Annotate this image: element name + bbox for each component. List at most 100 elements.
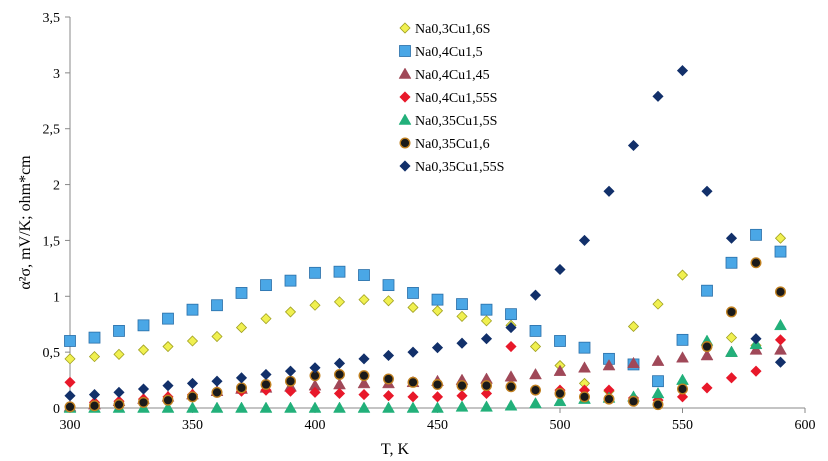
data-point bbox=[725, 232, 738, 244]
data-point bbox=[578, 361, 591, 373]
data-point bbox=[260, 279, 272, 292]
y-tick-label: 1 bbox=[53, 290, 60, 305]
data-point bbox=[357, 376, 371, 389]
data-point bbox=[774, 334, 787, 346]
legend-item: Na0,3Cu1,6S bbox=[399, 22, 490, 37]
data-point bbox=[137, 383, 150, 395]
data-point bbox=[88, 400, 100, 412]
legend-item: Na0,4Cu1,5 bbox=[399, 45, 483, 60]
data-point bbox=[64, 376, 76, 388]
data-point bbox=[505, 381, 517, 393]
data-point bbox=[455, 400, 469, 412]
y-tick-label: 3 bbox=[53, 67, 60, 82]
data-point bbox=[651, 386, 665, 399]
data-point bbox=[603, 185, 615, 197]
data-point bbox=[431, 293, 444, 306]
data-point bbox=[137, 396, 149, 408]
data-point bbox=[554, 335, 566, 347]
data-point bbox=[481, 380, 493, 392]
data-point bbox=[480, 315, 493, 327]
data-point bbox=[407, 287, 419, 299]
data-point bbox=[308, 401, 322, 413]
data-point bbox=[774, 356, 787, 368]
data-point bbox=[309, 266, 321, 279]
x-tick-label: 550 bbox=[672, 418, 693, 433]
data-point bbox=[505, 322, 517, 334]
data-point bbox=[676, 65, 689, 77]
data-point bbox=[382, 401, 395, 413]
data-point bbox=[309, 386, 321, 398]
data-point bbox=[480, 387, 493, 400]
data-point bbox=[358, 294, 370, 306]
data-point bbox=[676, 351, 689, 363]
data-point bbox=[750, 365, 762, 377]
data-point bbox=[603, 393, 615, 405]
data-point bbox=[64, 335, 76, 347]
data-point bbox=[382, 390, 395, 402]
data-point bbox=[186, 377, 199, 389]
data-point bbox=[137, 344, 150, 356]
data-point bbox=[602, 359, 616, 371]
data-point bbox=[529, 397, 542, 409]
y-tick-labels: 0 0,5 1 1,5 2 2,5 3 3,5 bbox=[43, 11, 70, 417]
legend-label: Na0,35Cu1,5S bbox=[415, 114, 497, 129]
data-point bbox=[309, 299, 321, 311]
data-point bbox=[456, 298, 468, 311]
data-point bbox=[774, 343, 787, 355]
x-axis-label: T, K bbox=[381, 441, 410, 458]
data-point bbox=[64, 390, 76, 402]
data-point bbox=[407, 346, 419, 358]
data-point bbox=[113, 325, 125, 337]
data-point bbox=[480, 303, 493, 316]
data-point bbox=[284, 274, 297, 287]
data-point bbox=[211, 299, 223, 312]
data-point bbox=[676, 391, 689, 403]
data-point bbox=[627, 320, 640, 333]
data-point bbox=[64, 401, 76, 413]
data-point bbox=[553, 364, 567, 376]
data-point bbox=[161, 401, 175, 413]
legend-item: Na0,4Cu1,45 bbox=[398, 67, 490, 83]
data-point bbox=[432, 379, 444, 391]
legend: Na0,3Cu1,6S Na0,4Cu1,5 Na0,4Cu1,45 Na0,4Cu1… bbox=[398, 22, 504, 175]
data-point bbox=[333, 401, 346, 413]
data-point bbox=[162, 340, 174, 353]
data-point bbox=[186, 303, 199, 316]
data-point bbox=[285, 375, 297, 387]
data-point bbox=[210, 401, 224, 413]
data-point bbox=[259, 401, 273, 413]
data-point bbox=[701, 185, 713, 197]
y-tick-label: 3,5 bbox=[43, 11, 61, 26]
legend-label: Na0,4Cu1,5 bbox=[415, 45, 483, 60]
data-point bbox=[627, 356, 640, 369]
data-point bbox=[628, 395, 640, 407]
data-point bbox=[456, 310, 468, 322]
data-point bbox=[88, 331, 101, 344]
x-tick-labels: 300 350 400 450 500 550 600 bbox=[60, 408, 816, 433]
legend-marker bbox=[398, 67, 412, 79]
data-point bbox=[480, 333, 493, 345]
data-point bbox=[382, 295, 395, 307]
data-point bbox=[774, 318, 787, 331]
data-point bbox=[406, 401, 420, 413]
data-point bbox=[260, 313, 272, 325]
data-point bbox=[578, 341, 591, 354]
data-point bbox=[333, 357, 346, 369]
data-point bbox=[358, 269, 370, 281]
data-point bbox=[162, 380, 174, 392]
data-point bbox=[701, 341, 713, 353]
legend-marker bbox=[399, 91, 411, 103]
data-point bbox=[701, 382, 713, 394]
data-point bbox=[333, 387, 346, 400]
data-point bbox=[676, 269, 689, 281]
data-point bbox=[529, 289, 542, 301]
data-point bbox=[407, 376, 419, 388]
data-point bbox=[505, 340, 517, 353]
data-point bbox=[235, 382, 247, 394]
y-tick-label: 2,5 bbox=[43, 123, 61, 138]
data-point bbox=[334, 368, 346, 380]
data-point bbox=[235, 322, 248, 334]
legend-label: Na0,4Cu1,45 bbox=[415, 68, 490, 83]
